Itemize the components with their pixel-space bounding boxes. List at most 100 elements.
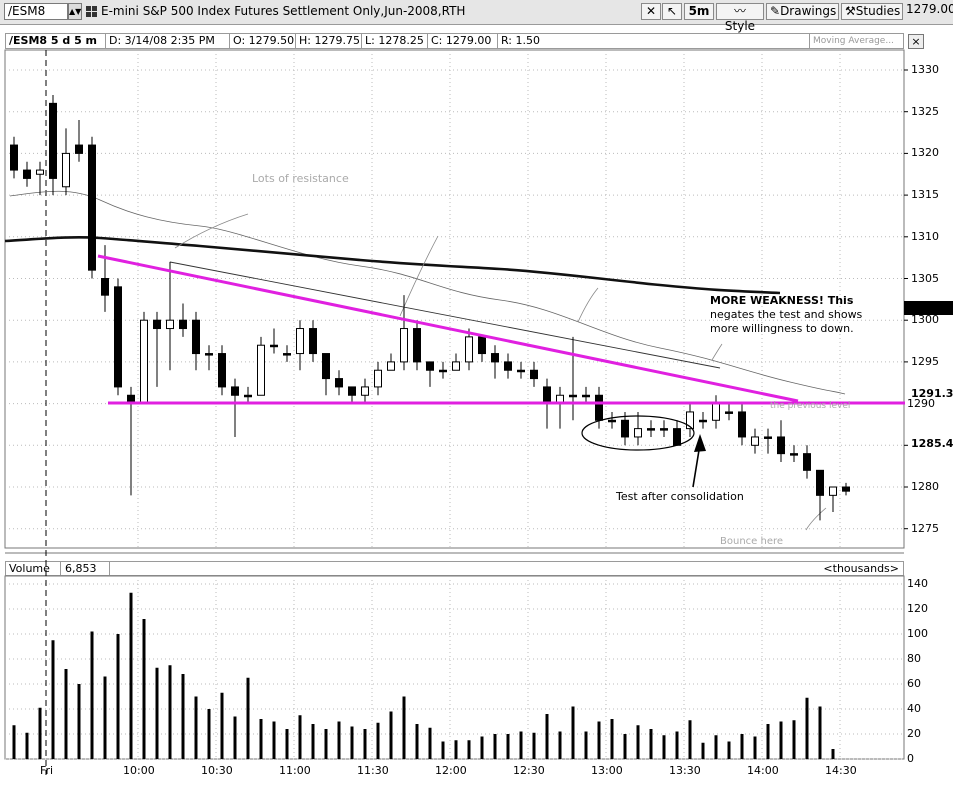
studies-icon: ⚒ [845, 4, 856, 18]
volume-bar [155, 667, 159, 759]
candle-body [153, 319, 161, 330]
test-annotation: Test after consolidation [616, 490, 744, 503]
volume-value: 6,853 [60, 562, 110, 576]
bar-high: H: 1279.75 [296, 34, 362, 48]
volume-bar [818, 706, 822, 759]
candle-body [374, 369, 382, 388]
weakness-annotation: MORE WEAKNESS! This negates the test and… [710, 294, 862, 336]
volume-bar [480, 736, 484, 759]
candle-body [738, 411, 746, 438]
volume-bars [12, 592, 835, 759]
study-selector[interactable]: Moving Average... [813, 36, 894, 46]
price-tick-label: 1310 [911, 229, 939, 243]
volume-bar [350, 726, 354, 759]
time-tick-label: 10:30 [201, 764, 233, 777]
faint-annotation-top: Lots of resistance [252, 172, 349, 185]
candle-body [673, 428, 681, 446]
volume-bar [701, 742, 705, 759]
weakness-line-1: MORE WEAKNESS! This [710, 294, 854, 307]
candle-body [244, 394, 252, 398]
volume-bar [389, 711, 393, 759]
grid-icon[interactable] [86, 6, 98, 17]
candle-body [309, 328, 317, 355]
symbol-input[interactable]: /ESM8 [4, 3, 68, 20]
volume-bar [519, 731, 523, 759]
volume-bar [766, 724, 770, 759]
volume-bar [337, 721, 341, 759]
volume-bar [636, 725, 640, 759]
faint-annotation-mid: the previous level [770, 401, 851, 411]
candle-body [322, 353, 330, 380]
volume-tick-label: 0 [907, 752, 914, 765]
drawings-icon: ✎ [770, 4, 781, 18]
candle-body [335, 378, 343, 388]
price-tick-label: 1295 [911, 354, 939, 368]
crosshair-icon[interactable]: ✕ [641, 3, 661, 20]
time-tick-label: Fri [40, 764, 54, 777]
time-tick-label: 10:00 [123, 764, 155, 777]
price-tick-label: 1330 [911, 63, 939, 76]
candle-body [62, 152, 70, 188]
volume-tick-label: 20 [907, 727, 921, 740]
candle-body [192, 319, 200, 355]
volume-bar [610, 719, 614, 759]
faint-arrow-4 [711, 343, 723, 361]
test-arrow-shaft [692, 443, 701, 488]
volume-bar [467, 740, 471, 759]
candle-body [790, 453, 798, 456]
volume-bar [168, 665, 172, 759]
volume-bar [428, 727, 432, 759]
candle-body [842, 486, 850, 492]
volume-bar [90, 631, 94, 759]
volume-bar [597, 721, 601, 759]
bar-range: R: 1.50 [498, 34, 810, 48]
candle-body [595, 394, 603, 421]
last-price: 1279.00 [906, 2, 953, 16]
volume-bar [311, 724, 315, 759]
volume-bar [402, 696, 406, 759]
style-button[interactable]: 〰Style [716, 3, 764, 33]
volume-bar [77, 684, 81, 759]
volume-bar [805, 697, 809, 759]
volume-bar [740, 734, 744, 759]
candle-body [361, 386, 369, 396]
price-tick-label: 1315 [911, 188, 939, 202]
cursor-icon[interactable]: ↖ [662, 3, 682, 20]
price-tick-label: 1305 [911, 271, 939, 285]
studies-button[interactable]: ⚒Studies [841, 3, 903, 20]
candle-body [816, 469, 824, 496]
interval-button[interactable]: 5m [684, 3, 714, 20]
volume-tick-label: 140 [907, 577, 928, 590]
time-tick-label: 14:30 [825, 764, 857, 777]
candle-body [686, 411, 694, 430]
candle-body [270, 344, 278, 348]
drawings-button[interactable]: ✎Drawings [766, 3, 839, 20]
volume-bar [662, 735, 666, 759]
candle-body [75, 144, 83, 154]
quote-info-bar: /ESM8 5 d 5 m D: 3/14/08 2:35 PM O: 1279… [5, 33, 904, 49]
candle-body [179, 319, 187, 330]
volume-panel-frame [4, 575, 905, 760]
candle-body [387, 361, 395, 371]
volume-bar [415, 724, 419, 759]
candle-body [647, 428, 655, 431]
time-tick-label: 12:30 [513, 764, 545, 777]
candle-body [231, 386, 239, 396]
candle-body [582, 394, 590, 398]
symbol-dropdown-icon[interactable]: ▲▼ [68, 3, 82, 20]
volume-bar [64, 669, 68, 759]
time-grid [137, 50, 841, 759]
chart-toolbar: /ESM8 ▲▼ E-mini S&P 500 Index Futures Se… [0, 0, 953, 33]
candle-body [101, 278, 109, 296]
volume-grid [5, 583, 904, 760]
volume-bar [142, 619, 146, 759]
consolidation-ellipse [581, 415, 695, 451]
volume-bar [246, 677, 250, 759]
volume-bar [129, 592, 133, 759]
volume-bar [272, 721, 276, 759]
candle-body [10, 144, 18, 171]
volume-bar [688, 720, 692, 759]
close-icon[interactable]: × [908, 34, 924, 49]
symbol-interval: /ESM8 5 d 5 m [6, 34, 106, 48]
